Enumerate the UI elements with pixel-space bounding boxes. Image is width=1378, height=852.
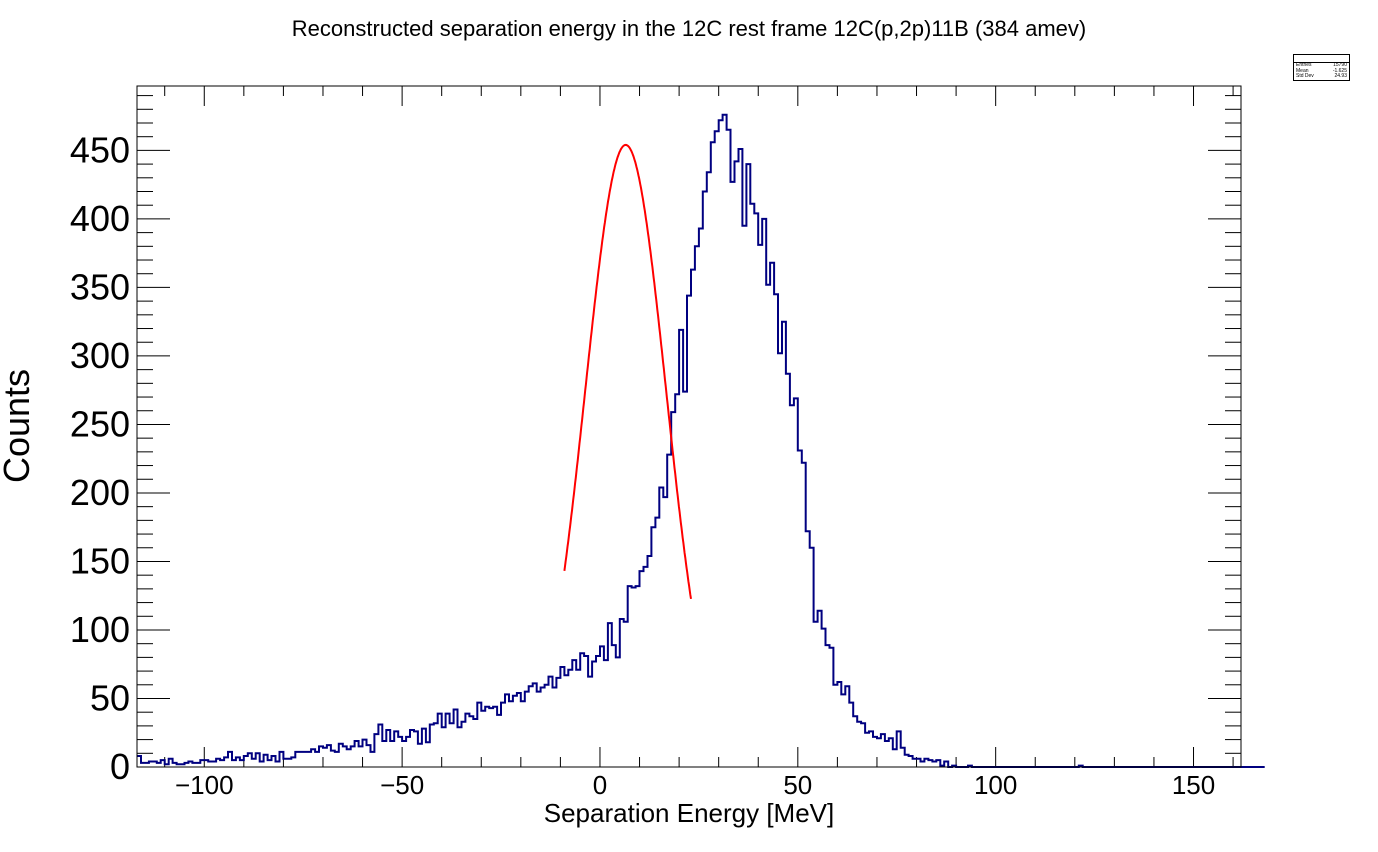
x-tick-label: −50 (380, 770, 424, 800)
plot-frame (136, 85, 1242, 768)
stats-box-header (1294, 55, 1349, 63)
x-tick-label: 0 (593, 770, 607, 800)
stats-entries-row: Entries 15790 (1294, 62, 1349, 69)
x-tick-label: 50 (783, 770, 812, 800)
x-tick-label: 150 (1172, 770, 1215, 800)
y-tick-label: 450 (70, 129, 130, 170)
x-tick-label: −100 (175, 770, 234, 800)
stats-entries-label: Entries (1296, 62, 1312, 68)
x-tick-label: 100 (974, 770, 1017, 800)
stats-entries-value: 15790 (1333, 62, 1347, 68)
y-tick-label: 50 (90, 677, 130, 718)
stats-mean-row: Mean -1.625 (1294, 67, 1349, 75)
stats-stddev-value: 24.93 (1334, 73, 1347, 79)
y-tick-label: 100 (70, 609, 130, 650)
y-tick-label: 300 (70, 335, 130, 376)
gaussian-fit-curve (563, 143, 692, 600)
histogram-line (137, 113, 1265, 768)
stats-mean-label: Mean (1296, 67, 1309, 74)
y-tick-label: 350 (70, 266, 130, 307)
y-tick-label: 200 (70, 472, 130, 513)
y-tick-label: 250 (70, 403, 130, 444)
y-tick-label: 0 (110, 746, 130, 787)
stats-mean-value: -1.625 (1332, 67, 1347, 74)
stats-stddev-label: Std Dev (1296, 73, 1314, 79)
stats-stddev-row: Std Dev 24.93 (1294, 73, 1349, 80)
y-tick-label: 400 (70, 198, 130, 239)
x-axis-label: Separation Energy [MeV] (544, 798, 835, 828)
y-tick-label: 150 (70, 540, 130, 581)
stats-box: Entries 15790 Mean -1.625 Std Dev 24.93 (1293, 54, 1350, 81)
y-axis-label: Counts (0, 369, 37, 483)
chart-title: Reconstructed separation energy in the 1… (291, 16, 1087, 41)
